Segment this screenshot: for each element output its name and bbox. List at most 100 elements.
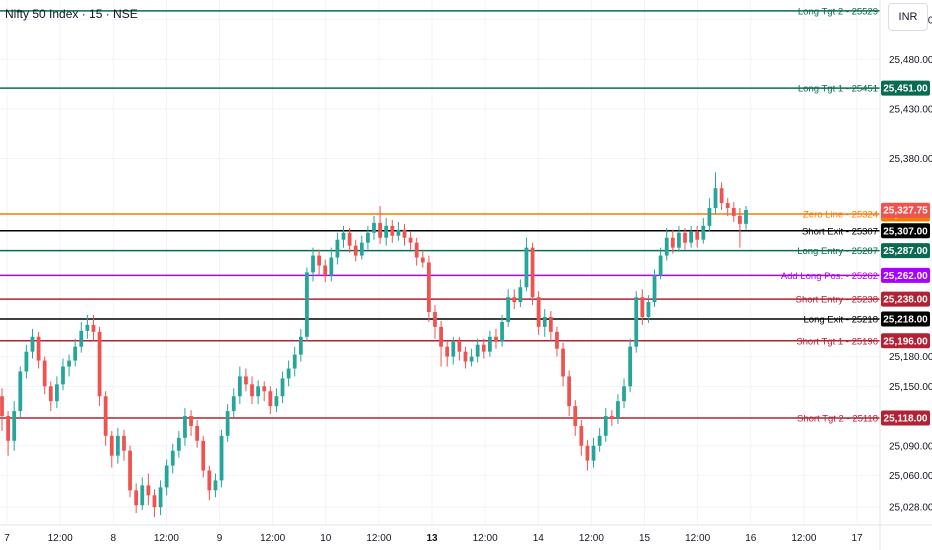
candle-body	[97, 331, 102, 397]
candle-body	[292, 354, 297, 369]
price-tick-label: 25,090.00	[889, 441, 932, 452]
candle-body	[689, 231, 694, 243]
candle-body	[670, 237, 675, 248]
price-badges: 25,451.0025,324.0025,307.0025,287.0025,2…	[881, 80, 930, 426]
price-badge	[881, 311, 930, 327]
candle-body	[719, 188, 724, 204]
candle-body	[701, 225, 706, 240]
price-badge-label: 25,307.00	[883, 226, 928, 237]
candle-body	[298, 336, 303, 355]
candle-body	[12, 411, 17, 441]
candles	[0, 172, 748, 518]
candle-body	[414, 242, 419, 258]
price-badge	[881, 243, 930, 259]
price-badge-label: 25,218.00	[883, 314, 928, 325]
level-label: Zero Line - 25324	[803, 209, 878, 220]
candle-body	[311, 255, 315, 273]
price-badge	[881, 291, 930, 307]
candle-body	[109, 435, 114, 456]
candle-body	[250, 384, 254, 397]
candle-body	[201, 440, 206, 471]
candle-body	[695, 231, 700, 240]
candle-body	[359, 242, 364, 256]
candle-body	[548, 316, 553, 332]
price-badge	[881, 80, 930, 96]
candle-body	[323, 265, 328, 276]
candle-body	[378, 222, 382, 238]
price-badge	[881, 410, 930, 426]
time-tick-label: 12:00	[154, 533, 179, 544]
price-badge-label: 25,238.00	[883, 295, 928, 306]
candle-body	[677, 232, 681, 248]
candle-body	[707, 208, 712, 226]
candle-body	[219, 435, 224, 481]
candle-body	[231, 396, 236, 412]
time-tick-label: 12:00	[473, 533, 498, 544]
candle-body	[536, 297, 541, 327]
candle-body	[73, 346, 78, 361]
candle-body	[494, 336, 498, 342]
candle-body	[457, 341, 462, 352]
candle-body	[353, 245, 358, 256]
candle-body	[237, 376, 242, 397]
level-label: Long Exit - 25218	[804, 314, 878, 325]
time-tick-label: 12:00	[366, 533, 391, 544]
price-badge-label: 25,262.00	[883, 271, 928, 282]
candle-body	[426, 262, 431, 313]
price-badge-label: 25,118.00	[884, 414, 928, 425]
candle-body	[317, 255, 322, 266]
candle-body	[213, 480, 218, 491]
candle-body	[640, 297, 645, 317]
time-tick-label: 13	[426, 533, 438, 544]
candle-body	[152, 495, 157, 508]
candle-body	[244, 376, 248, 385]
candle-body	[463, 351, 468, 362]
candle-body	[738, 215, 742, 224]
candle-body	[396, 229, 401, 236]
candle-body	[164, 465, 169, 488]
candle-body	[579, 425, 584, 446]
candle-body	[481, 344, 486, 352]
candle-body	[420, 257, 425, 263]
candle-body	[542, 316, 547, 327]
candle-body	[524, 247, 529, 288]
price-tick-label: 25,380.00	[889, 154, 932, 165]
time-tick-label: 7	[4, 533, 10, 544]
candle-body	[24, 351, 29, 372]
price-tick-label: 25,180.00	[889, 352, 932, 363]
time-tick-label: 17	[851, 533, 863, 544]
candle-body	[170, 450, 175, 466]
level-label: Short Entry - 25238	[796, 295, 878, 306]
time-tick-label: 8	[110, 533, 116, 544]
currency-button[interactable]: INR	[888, 3, 928, 31]
time-tick-label: 12:00	[260, 533, 285, 544]
candle-body	[54, 384, 59, 402]
candle-body	[366, 232, 370, 243]
candle-body	[341, 232, 346, 240]
time-tick-label: 10	[320, 533, 332, 544]
price-badge-label: 25,451.00	[883, 84, 928, 95]
time-tick-label: 12:00	[579, 533, 604, 544]
candle-body	[158, 487, 163, 508]
price-badge	[881, 333, 930, 349]
candle-body	[646, 302, 651, 317]
candle-body	[609, 416, 614, 419]
candle-body	[85, 324, 90, 331]
candle-body	[347, 232, 352, 246]
time-tick-label: 15	[639, 533, 651, 544]
candle-body	[445, 346, 450, 357]
level-label: Short Exit - 25307	[802, 226, 878, 237]
candle-body	[616, 401, 620, 419]
candle-body	[555, 331, 559, 349]
candle-body	[176, 437, 181, 451]
candle-body	[744, 210, 748, 224]
candle-body	[329, 257, 334, 276]
candle-body	[48, 386, 53, 402]
candle-body	[207, 470, 212, 491]
candle-body	[18, 371, 23, 412]
candle-body	[597, 435, 602, 446]
candle-body	[0, 396, 4, 417]
candle-body	[67, 360, 71, 367]
